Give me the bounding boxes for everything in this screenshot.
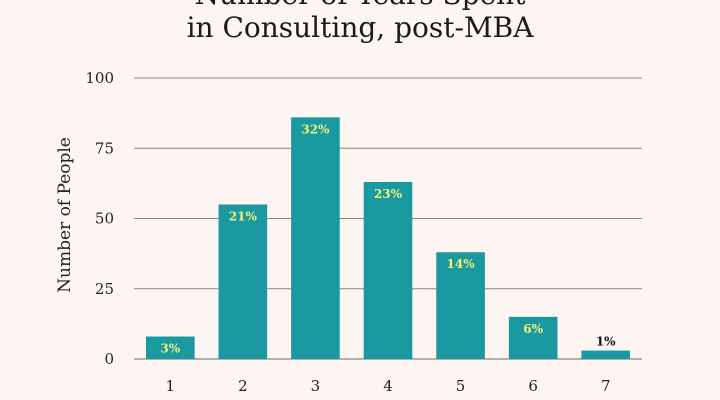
x-tick-label: 3	[311, 377, 321, 395]
x-tick-label: 2	[238, 377, 248, 395]
bar	[218, 204, 268, 359]
bar	[508, 316, 558, 359]
bar-data-label: 23%	[374, 187, 403, 201]
x-tick-label: 5	[456, 377, 466, 395]
y-axis-ticks: 0 25 50 75 100	[85, 69, 114, 368]
x-tick-label: 1	[166, 377, 176, 395]
bar-data-label: 21%	[229, 209, 258, 223]
y-tick-label: 75	[95, 139, 114, 157]
bar-data-label: 6%	[523, 322, 543, 336]
bars	[145, 117, 631, 359]
bar-data-label: 3%	[160, 342, 180, 356]
bar	[581, 350, 631, 359]
y-tick-label: 25	[95, 280, 114, 298]
bar	[291, 117, 340, 359]
x-tick-label: 4	[383, 377, 393, 395]
data-labels: 3% 21% 32% 23% 14% 6% 1%	[160, 122, 616, 355]
bar-data-label: 1%	[596, 335, 616, 349]
y-tick-label: 50	[95, 210, 114, 228]
bar	[436, 252, 485, 359]
chart-title-line-1: Number of Years Spent	[0, 0, 720, 11]
x-tick-label: 7	[601, 377, 611, 395]
y-tick-label: 100	[85, 69, 114, 87]
bar	[145, 336, 195, 359]
x-tick-label: 6	[528, 377, 538, 395]
chart-title-line-2: in Consulting, post-MBA	[186, 11, 534, 44]
bar-data-label: 32%	[301, 122, 330, 136]
bar	[363, 181, 413, 359]
bar-data-label: 14%	[447, 257, 476, 271]
y-tick-label: 0	[104, 350, 114, 368]
x-axis-ticks: 1 2 3 4 5 6 7	[166, 377, 611, 395]
y-axis-label: Number of People	[55, 137, 75, 293]
